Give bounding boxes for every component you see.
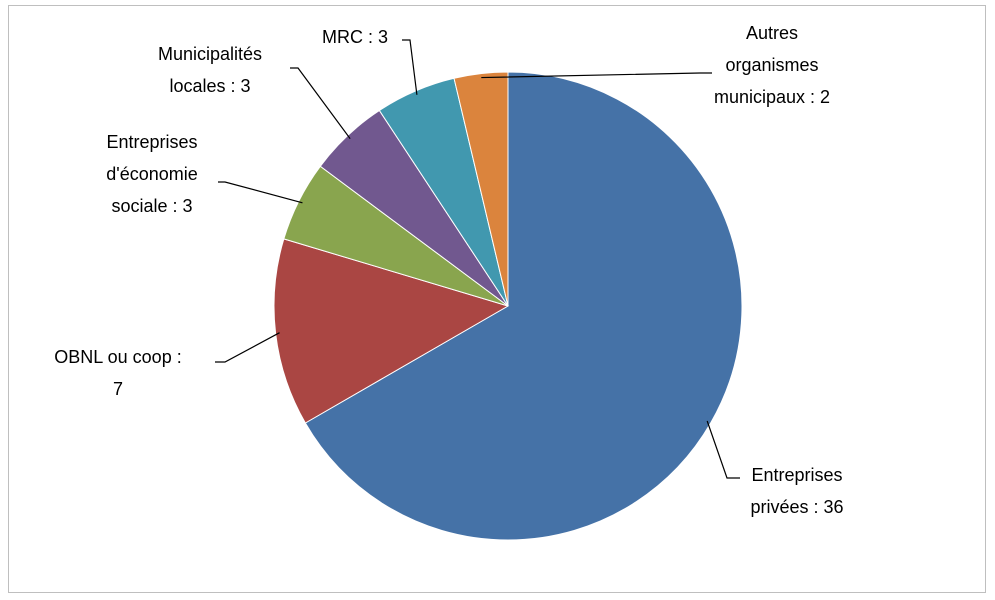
- leader-line: [290, 67, 351, 140]
- data-label: Municipalités: [158, 44, 262, 64]
- leader-line: [706, 420, 740, 479]
- pie-slice: [273, 238, 510, 424]
- data-label: d'économie: [106, 164, 198, 184]
- data-label: 7: [113, 379, 123, 399]
- data-label: Entreprises: [106, 132, 197, 152]
- data-label: OBNL ou coop :: [54, 347, 181, 367]
- pie-slice: [453, 71, 509, 307]
- leader-line: [215, 332, 280, 363]
- data-label: Autres: [746, 23, 798, 43]
- data-label: organismes: [725, 55, 818, 75]
- data-label: municipaux : 2: [714, 87, 830, 107]
- data-label: sociale : 3: [111, 196, 192, 216]
- leader-line: [481, 72, 712, 79]
- data-label: Entreprises: [751, 465, 842, 485]
- data-label: MRC : 3: [322, 27, 388, 47]
- leader-line: [218, 181, 303, 204]
- data-label: privées : 36: [750, 497, 843, 517]
- data-label: locales : 3: [169, 76, 250, 96]
- leader-line: [402, 39, 418, 95]
- pie-slice: [304, 71, 743, 541]
